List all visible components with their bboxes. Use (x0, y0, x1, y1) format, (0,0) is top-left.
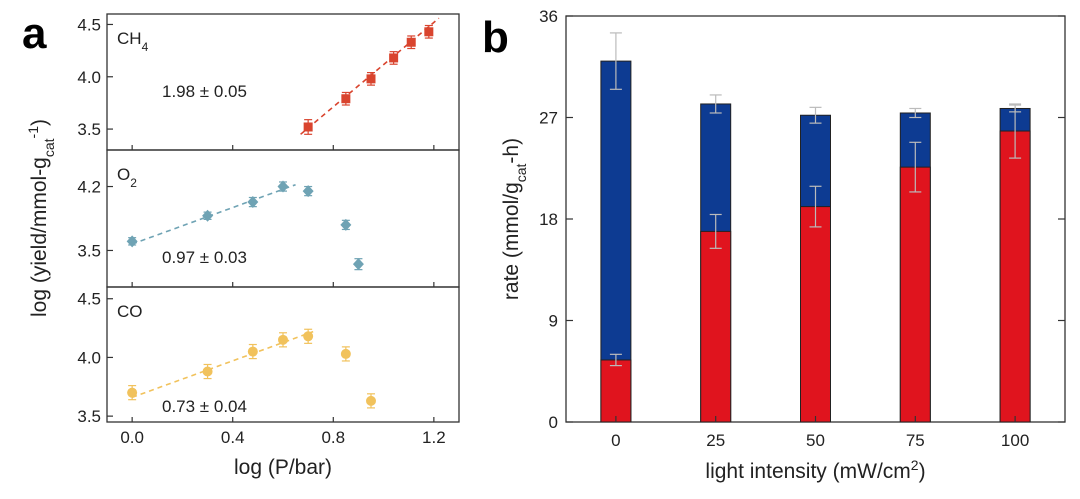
data-point (202, 366, 213, 377)
slope-annotation: 0.73 ± 0.04 (162, 397, 247, 416)
x-tick-label: 0.0 (120, 428, 144, 447)
y-tick-label: 3.5 (77, 407, 101, 426)
data-point (406, 37, 416, 47)
subplot-o2: 3.5 4.2 O2 0.97 ± 0.03 (77, 149, 460, 288)
x-tick-label: 0.4 (221, 428, 245, 447)
x-axis-label: light intensity (mW/cm2) (705, 457, 925, 483)
series-label: O2 (117, 165, 137, 190)
y-axis-label: rate (mmol/gcat-h) (500, 138, 529, 300)
x-tick-label: 25 (706, 431, 725, 450)
data-point (340, 348, 351, 359)
y-tick-label: 4.0 (77, 68, 101, 87)
y-tick-label: 4.5 (77, 15, 101, 34)
y-tick-label: 3.5 (77, 120, 101, 139)
x-axis-label: log (P/bar) (234, 456, 332, 479)
x-tick-label: 50 (806, 431, 825, 450)
y-tick-label: 4.0 (77, 348, 101, 367)
data-point (352, 258, 364, 271)
x-tick-label: 75 (906, 431, 925, 450)
bar-red (700, 230, 732, 423)
subplot-ch4: 3.5 4.0 4.5 CH4 1.98 ± 0.05 (77, 13, 460, 151)
panel-b-letter: b (482, 13, 509, 62)
data-point (247, 196, 259, 209)
slope-annotation: 1.98 ± 0.05 (162, 82, 247, 101)
panel-b: 0 9 18 27 36 0 25 50 75 100 light intensity (mW/cm… (500, 7, 1066, 483)
data-point (341, 94, 351, 104)
bar-group-0 (600, 32, 632, 423)
bar-group-25 (700, 94, 732, 423)
bar-red (999, 130, 1031, 423)
series-label: CO (117, 302, 143, 321)
y-tick-label: 3.5 (77, 241, 101, 260)
x-tick-label: 0.8 (321, 428, 345, 447)
data-point (366, 74, 376, 84)
x-tick-label: 1.2 (422, 428, 446, 447)
series-label: CH4 (117, 29, 149, 54)
y-tick-label: 27 (539, 109, 558, 128)
y-tick-label: 9 (549, 312, 558, 331)
data-point (303, 122, 313, 132)
data-point (127, 387, 138, 398)
subplot-frame (106, 149, 460, 288)
subplot-frame (106, 286, 460, 423)
panel-a: 3.5 4.0 4.5 CH4 1.98 ± 0.05 3.5 4.2 O2 0.97 ± 0.… (25, 13, 460, 479)
data-point (277, 180, 289, 193)
y-tick-label: 36 (539, 7, 558, 26)
bar-red (899, 166, 931, 423)
y-tick-label: 4.2 (77, 178, 101, 197)
data-point (278, 334, 288, 345)
data-point (366, 395, 376, 406)
x-tick-label: 100 (1001, 431, 1029, 450)
panel-a-letter: a (22, 9, 47, 58)
subplot-co: 3.5 4.0 4.5 CO 0.73 ± 0.04 (77, 286, 460, 426)
data-point (202, 209, 214, 222)
data-point (424, 27, 434, 37)
data-point (303, 331, 314, 342)
fit-line (131, 183, 296, 245)
data-point (389, 53, 399, 63)
slope-annotation: 0.97 ± 0.03 (162, 248, 247, 267)
bar-red (800, 206, 831, 423)
x-tick-label: 0 (611, 431, 620, 450)
bar-group-100 (999, 103, 1031, 423)
subplot-frame (106, 13, 460, 151)
bar-group-50 (800, 106, 831, 423)
data-point (126, 235, 138, 248)
data-point (247, 346, 258, 357)
y-axis-label: log (yield/mmol-gcat-1) (25, 119, 57, 317)
data-point (302, 185, 314, 198)
y-tick-label: 4.5 (77, 290, 101, 309)
bar-group-75 (899, 107, 931, 423)
y-tick-label: 0 (549, 413, 558, 432)
data-point (340, 218, 352, 231)
bar-red (600, 359, 632, 423)
y-tick-label: 18 (539, 210, 558, 229)
